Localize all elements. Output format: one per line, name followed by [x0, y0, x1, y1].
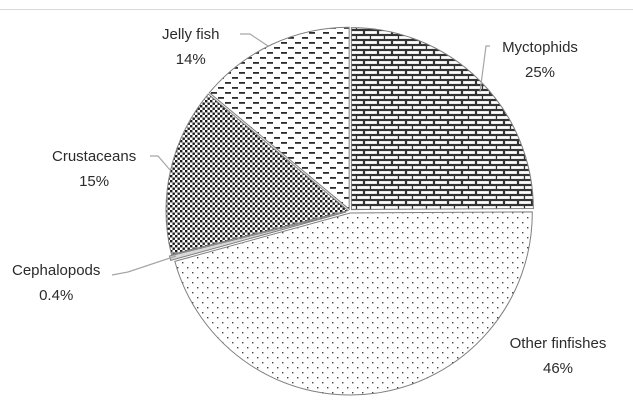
leader-line-crustaceans [150, 155, 171, 171]
slice-labels: Myctophids 25% Other finfishes 46% Cephalopo… [12, 26, 606, 377]
slice-percent-label: 14% [176, 51, 206, 68]
slice-percent-label: 15% [79, 173, 109, 190]
pie-slice-crustaceans [165, 93, 350, 256]
leader-line-cephalopods [111, 255, 177, 276]
pie-slice-myctophids [350, 27, 534, 211]
pie-slices [165, 26, 534, 396]
slice-percent-label: 0.4% [39, 287, 73, 304]
slice-category-label: Crustaceans [52, 148, 136, 165]
pie-slice-jelly-fish [208, 26, 350, 211]
slice-category-label: Myctophids [502, 39, 578, 56]
leader-line-myctophids [479, 45, 490, 93]
pie-slice-other-finfishes [174, 211, 533, 396]
slice-percent-label: 25% [525, 64, 555, 81]
slice-category-label: Other finfishes [510, 335, 607, 352]
slice-percent-label: 46% [543, 360, 573, 377]
leader-lines [111, 33, 490, 276]
slice-category-label: Jelly fish [162, 26, 220, 43]
leader-line-jelly-fish [240, 33, 269, 47]
slice-category-label: Cephalopods [12, 262, 100, 279]
